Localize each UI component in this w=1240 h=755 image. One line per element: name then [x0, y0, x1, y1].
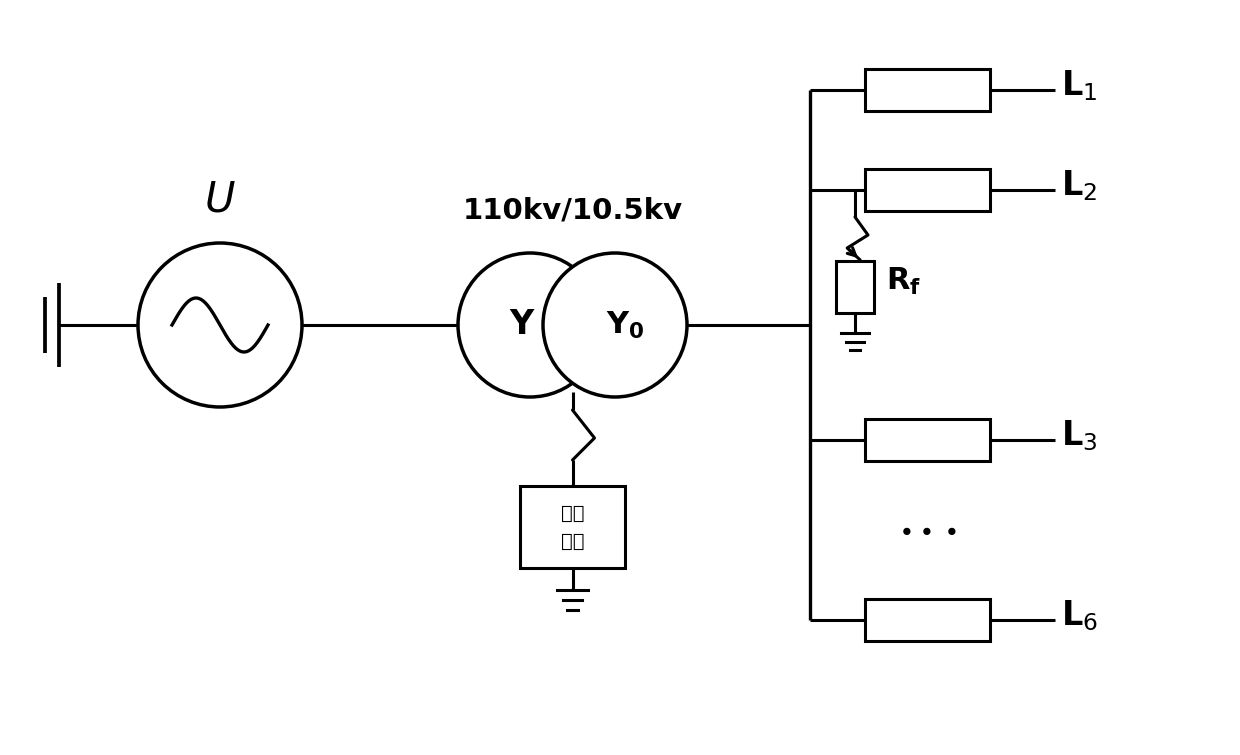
Bar [836, 261, 874, 313]
Text: $\mathbf{L}_{2}$: $\mathbf{L}_{2}$ [1061, 168, 1097, 203]
Circle shape [543, 253, 687, 397]
Text: $\mathbf{L}_{6}$: $\mathbf{L}_{6}$ [1061, 599, 1097, 633]
Text: $\mathbf{L}_{3}$: $\mathbf{L}_{3}$ [1061, 419, 1097, 453]
Text: 110kv/10.5kv: 110kv/10.5kv [463, 197, 682, 225]
Text: $\mathit{U}$: $\mathit{U}$ [205, 179, 236, 221]
Circle shape [458, 253, 601, 397]
Text: $\mathbf{Y}$: $\mathbf{Y}$ [508, 309, 536, 341]
Text: 消弧: 消弧 [560, 504, 584, 522]
Bar [866, 419, 990, 461]
Text: $\mathbf{L}_{1}$: $\mathbf{L}_{1}$ [1061, 69, 1097, 103]
Text: $\mathbf{R_f}$: $\mathbf{R_f}$ [887, 266, 921, 297]
Bar [866, 69, 990, 111]
Bar [866, 169, 990, 211]
Text: $\bullet\bullet\bullet$: $\bullet\bullet\bullet$ [898, 518, 957, 542]
Text: $\mathbf{Y_0}$: $\mathbf{Y_0}$ [605, 310, 645, 341]
Bar [866, 599, 990, 641]
Text: 线圈: 线圈 [560, 532, 584, 550]
Bar [520, 486, 625, 568]
